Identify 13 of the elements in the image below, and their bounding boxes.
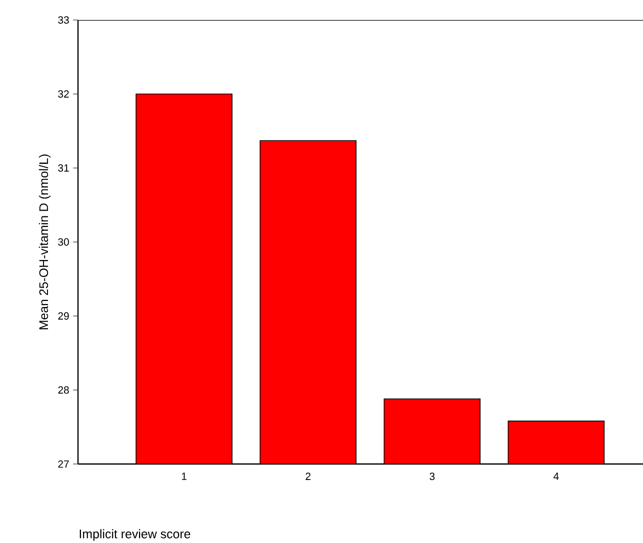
y-tick-label: 32 [58, 90, 69, 98]
y-tick-label: 28 [58, 386, 69, 394]
x-tick-label: 4 [554, 472, 559, 480]
x-tick-label: 2 [306, 472, 310, 480]
y-tick-label: 30 [58, 238, 69, 246]
x-tick-label: 1 [182, 472, 186, 480]
y-tick-label: 27 [58, 460, 69, 468]
y-tick-label: 33 [58, 16, 69, 24]
x-tick-label: 3 [430, 472, 435, 480]
y-tick-label: 31 [58, 164, 69, 172]
y-tick-label: 29 [58, 312, 69, 320]
y-axis-title: Mean 25-OH-vitamin D (nmol/L) [38, 154, 51, 330]
x-axis-title: Implicit review score [80, 529, 190, 541]
